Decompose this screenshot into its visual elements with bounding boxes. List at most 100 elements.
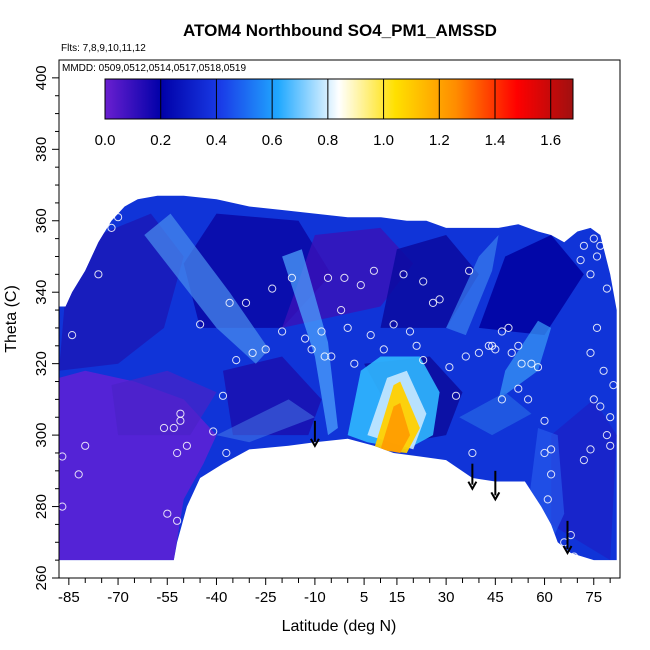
x-tick-label: -40: [206, 589, 228, 606]
observation-point: [59, 452, 67, 461]
observation-point: [468, 448, 477, 458]
field-patch: [380, 403, 410, 453]
x-tick-label: 60: [536, 589, 553, 606]
observation-point: [527, 359, 536, 368]
observation-point: [327, 352, 336, 361]
x-axis: -85 -70 -55 -40 -25 -10 5 15 30 45 60 75: [58, 578, 611, 606]
x-tick-label: -55: [156, 589, 178, 606]
observation-point: [366, 331, 375, 340]
observation-point: [173, 448, 182, 458]
observation-point: [602, 284, 612, 293]
observation-point: [248, 348, 257, 357]
x-tick-label: 30: [438, 589, 455, 606]
observation-point: [533, 363, 543, 372]
observation-point: [540, 416, 549, 425]
y-tick-label: 320: [33, 351, 50, 376]
observation-point: [287, 273, 296, 282]
observation-point: [307, 345, 316, 354]
field-patch: [551, 399, 617, 561]
observation-point: [169, 423, 178, 433]
arrow-head: [310, 438, 320, 448]
observation-point: [173, 516, 182, 525]
field-patch: [459, 392, 532, 436]
observation-point: [114, 213, 123, 222]
observation-point: [222, 448, 231, 458]
arrow-head: [490, 491, 501, 502]
y-tick-label: 380: [33, 137, 50, 162]
observation-point: [553, 548, 562, 558]
observation-point: [399, 270, 408, 279]
observation-point: [596, 241, 605, 250]
observation-point: [606, 413, 615, 422]
y-axis: 260 280 300 320 340 360 380 400: [33, 65, 59, 591]
observation-point: [261, 345, 270, 354]
observation-point: [405, 327, 415, 336]
observation-point: [579, 241, 589, 250]
observation-point: [389, 320, 398, 329]
observation-point: [337, 306, 346, 315]
observation-point: [497, 395, 506, 404]
y-tick-label: 300: [33, 423, 50, 448]
observation-point: [579, 456, 589, 465]
dates-subtitle: MMDD: 0509,0512,0514,0517,0518,0519: [62, 63, 246, 74]
observation-point: [592, 252, 602, 261]
observation-point: [225, 298, 234, 307]
observation-point: [74, 470, 83, 479]
observation-point: [379, 345, 388, 354]
observation-point: [491, 345, 500, 354]
heatmap-field: [59, 195, 617, 561]
x-tick-label: 45: [487, 589, 504, 606]
field-patch: [144, 213, 269, 364]
chart-title: ATOM4 Northbound SO4_PM1_AMSSD: [183, 21, 497, 40]
observation-point: [343, 323, 352, 332]
observation-point: [451, 391, 461, 400]
observation-point: [504, 323, 513, 332]
observation-point: [586, 270, 595, 279]
observation-point: [176, 409, 185, 418]
observation-point: [596, 402, 605, 411]
observation-point: [461, 352, 470, 361]
field-patch: [478, 235, 584, 336]
observation-point: [465, 266, 474, 275]
field-patch: [216, 399, 315, 443]
colorbar-tick-label: 1.2: [429, 132, 450, 149]
arrow-head: [467, 481, 478, 491]
observation-point: [59, 502, 67, 511]
y-tick-label: 340: [33, 280, 50, 305]
observation-point: [419, 277, 428, 286]
colorbar-tick-label: 0.0: [95, 132, 116, 149]
observation-point: [592, 323, 602, 332]
observation-point: [301, 334, 310, 343]
observation-point: [586, 348, 595, 357]
observation-point: [412, 341, 421, 350]
observation-point: [602, 431, 612, 440]
observation-point: [212, 470, 221, 479]
observation-point: [350, 359, 359, 368]
observation-point: [435, 295, 444, 304]
observation-point: [317, 327, 326, 336]
observation-point: [609, 381, 618, 390]
observation-point: [419, 356, 428, 365]
y-tick-label: 280: [33, 494, 50, 519]
observation-point: [278, 327, 287, 336]
colorbar-tick-label: 0.2: [150, 132, 171, 149]
observation-point: [107, 223, 116, 232]
field-patch: [498, 320, 552, 400]
observation-point: [232, 356, 241, 365]
observation-point: [340, 273, 349, 282]
observation-point: [241, 298, 251, 307]
observation-point: [517, 359, 526, 368]
x-tick-label: 75: [585, 589, 602, 606]
observation-point: [570, 552, 579, 561]
observation-point: [550, 541, 559, 550]
observation-point: [543, 495, 552, 504]
observation-point: [576, 256, 585, 265]
observation-point: [514, 341, 523, 350]
y-tick-label: 260: [33, 565, 50, 590]
observation-point: [599, 366, 608, 375]
field-patch: [282, 249, 338, 436]
x-axis-label: Latitude (deg N): [282, 618, 397, 635]
arrow-markers: [310, 420, 573, 556]
observation-point: [218, 391, 228, 400]
